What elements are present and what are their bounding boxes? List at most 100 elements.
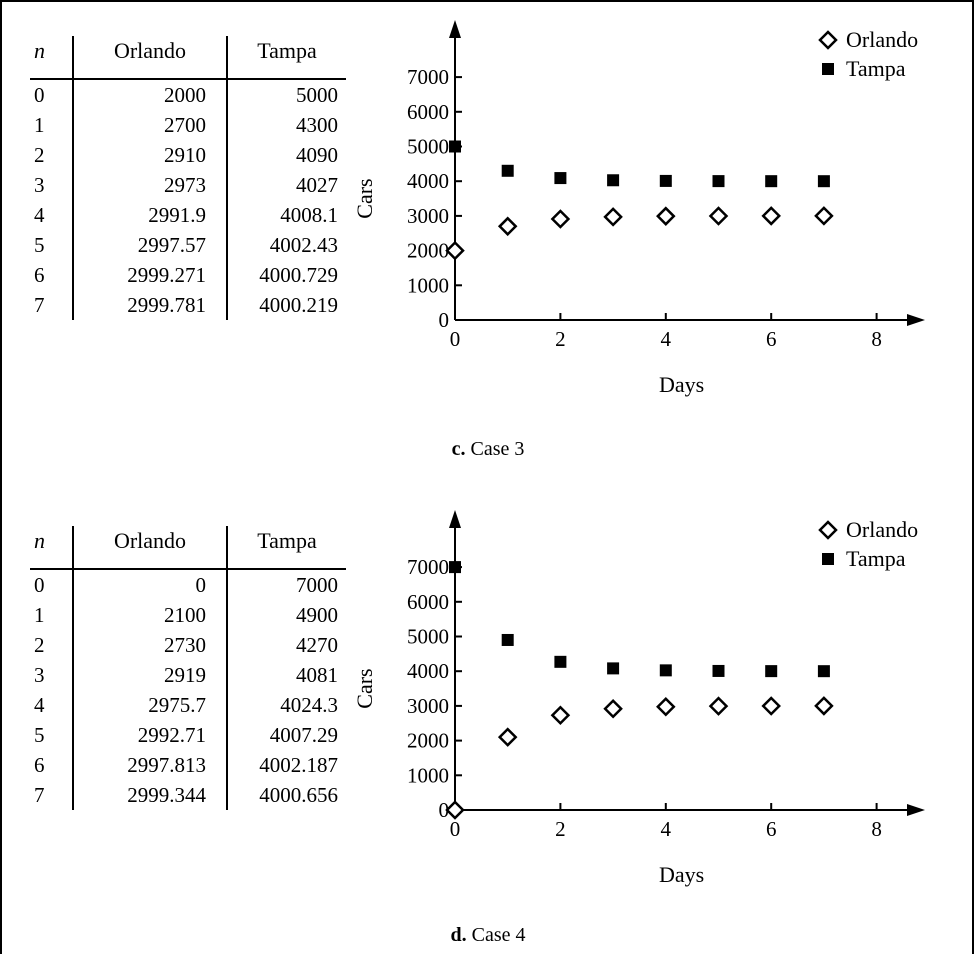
column-header-tampa: Tampa [227,36,346,80]
data-point-tampa [501,164,514,177]
cell-tampa: 4024.3 [280,693,338,717]
data-point-orlando [708,696,729,716]
table-row: 2 2730 4270 [30,630,346,660]
y-tick-label: 4000 [407,169,449,193]
cell-n: 5 [30,720,74,750]
cell-orlando: 2999.344 [73,780,228,810]
panel-case-4: n Orlando Tampa 0 0 7000 1 2100 4900 2 2730 42… [0,490,976,980]
cell-orlando: 2700 [73,110,228,140]
table-row: 6 2999.271 4000.729 [30,260,346,290]
cell-n: 7 [30,290,74,320]
column-header-orlando: Orlando [73,36,228,80]
y-axis-arrow [449,510,461,528]
y-tick-label: 2000 [407,239,449,263]
y-tick-label: 1000 [407,273,449,297]
data-point-tampa [765,175,778,188]
cell-n: 3 [30,170,74,200]
y-tick-label: 0 [439,308,450,332]
y-tick-label: 3000 [407,204,449,228]
data-point-tampa [554,655,567,668]
data-point-tampa [659,174,672,187]
scatter-chart: 0 1000 2000 3000 4000 5000 6000 7000 0 2 4 6 8 Days Ca… [352,20,925,397]
data-point-tampa [712,664,725,677]
y-tick-label: 7000 [407,65,449,89]
panel-case-3: n Orlando Tampa 0 2000 5000 1 2700 4300 2 291… [0,20,976,461]
column-header-orlando: Orlando [73,526,228,570]
cell-n: 2 [30,140,74,170]
table-row: 5 2997.57 4002.43 [30,230,346,260]
cell-tampa: 4002.187 [259,753,338,777]
data-point-orlando [603,698,623,719]
data-point-orlando [656,696,676,717]
data-point-tampa [554,172,567,185]
cell-orlando: 2991.9 [73,200,228,230]
legend-label: Orlando [846,517,918,542]
table-header-row: n Orlando Tampa [30,526,346,570]
y-tick-label: 0 [439,798,450,822]
data-point-orlando [814,206,834,226]
table-row: 0 2000 5000 [30,79,346,110]
y-axis-title: Cars [352,668,377,708]
cell-n: 0 [30,79,74,110]
cell-tampa: 4081 [296,663,338,687]
table-row: 5 2992.71 4007.29 [30,720,346,750]
cell-tampa: 5000 [296,83,338,107]
x-axis-title: Days [659,862,704,887]
cell-tampa: 4008.1 [280,203,338,227]
data-point-tampa [449,140,461,153]
x-axis-arrow [907,804,925,816]
cell-orlando: 2999.271 [73,260,228,290]
data-point-tampa [817,175,830,188]
legend-marker-tampa [822,63,834,75]
cell-n: 5 [30,230,74,260]
cell-n: 1 [30,600,74,630]
table-row: 3 2919 4081 [30,660,346,690]
table-row: 1 2700 4300 [30,110,346,140]
x-tick-label: 6 [766,327,777,351]
table-row: 3 2973 4027 [30,170,346,200]
data-point-orlando [497,727,518,747]
data-point-tampa [712,175,725,188]
figure-caption: c. Case 3 [0,438,976,461]
cell-tampa: 7000 [296,573,338,597]
x-tick-label: 0 [450,327,461,351]
cell-n: 3 [30,660,74,690]
cell-orlando: 2973 [73,170,228,200]
x-tick-label: 2 [555,327,566,351]
y-axis-arrow [449,20,461,38]
column-header-tampa: Tampa [227,526,346,570]
data-point-tampa [765,665,778,678]
data-table: n Orlando Tampa 0 0 7000 1 2100 4900 2 2730 42… [30,526,346,810]
cell-n: 4 [30,690,74,720]
cell-orlando: 2975.7 [73,690,228,720]
data-point-orlando [603,207,623,227]
x-tick-label: 2 [555,817,566,841]
cell-orlando: 2910 [73,140,228,170]
table-header-row: n Orlando Tampa [30,36,346,80]
data-point-tampa [607,174,620,187]
y-tick-label: 7000 [407,555,449,579]
y-tick-label: 5000 [407,625,449,649]
figure-caption: d. Case 4 [0,924,976,947]
y-axis-title: Cars [352,178,377,218]
x-axis-title: Days [659,372,704,397]
table-row: 4 2975.7 4024.3 [30,690,346,720]
cell-tampa: 4002.43 [269,233,338,257]
data-point-orlando [445,240,465,261]
figure-frame [0,0,974,954]
x-tick-label: 0 [450,817,461,841]
table-row: 6 2997.813 4002.187 [30,750,346,780]
table-row: 7 2999.344 4000.656 [30,780,346,810]
table-row: 7 2999.781 4000.219 [30,290,346,320]
data-point-orlando [814,696,834,716]
cell-tampa: 4000.656 [259,783,338,807]
y-tick-label: 3000 [407,694,449,718]
data-point-orlando [497,216,518,237]
scatter-chart: 0 1000 2000 3000 4000 5000 6000 7000 0 2 4 6 8 Days Ca… [352,510,925,887]
data-point-tampa [449,561,461,574]
caption-text: Case 4 [471,924,526,946]
data-point-orlando [761,206,781,226]
caption-letter: d. [450,924,467,946]
table-row: 0 0 7000 [30,569,346,600]
legend-marker-tampa [822,553,834,565]
